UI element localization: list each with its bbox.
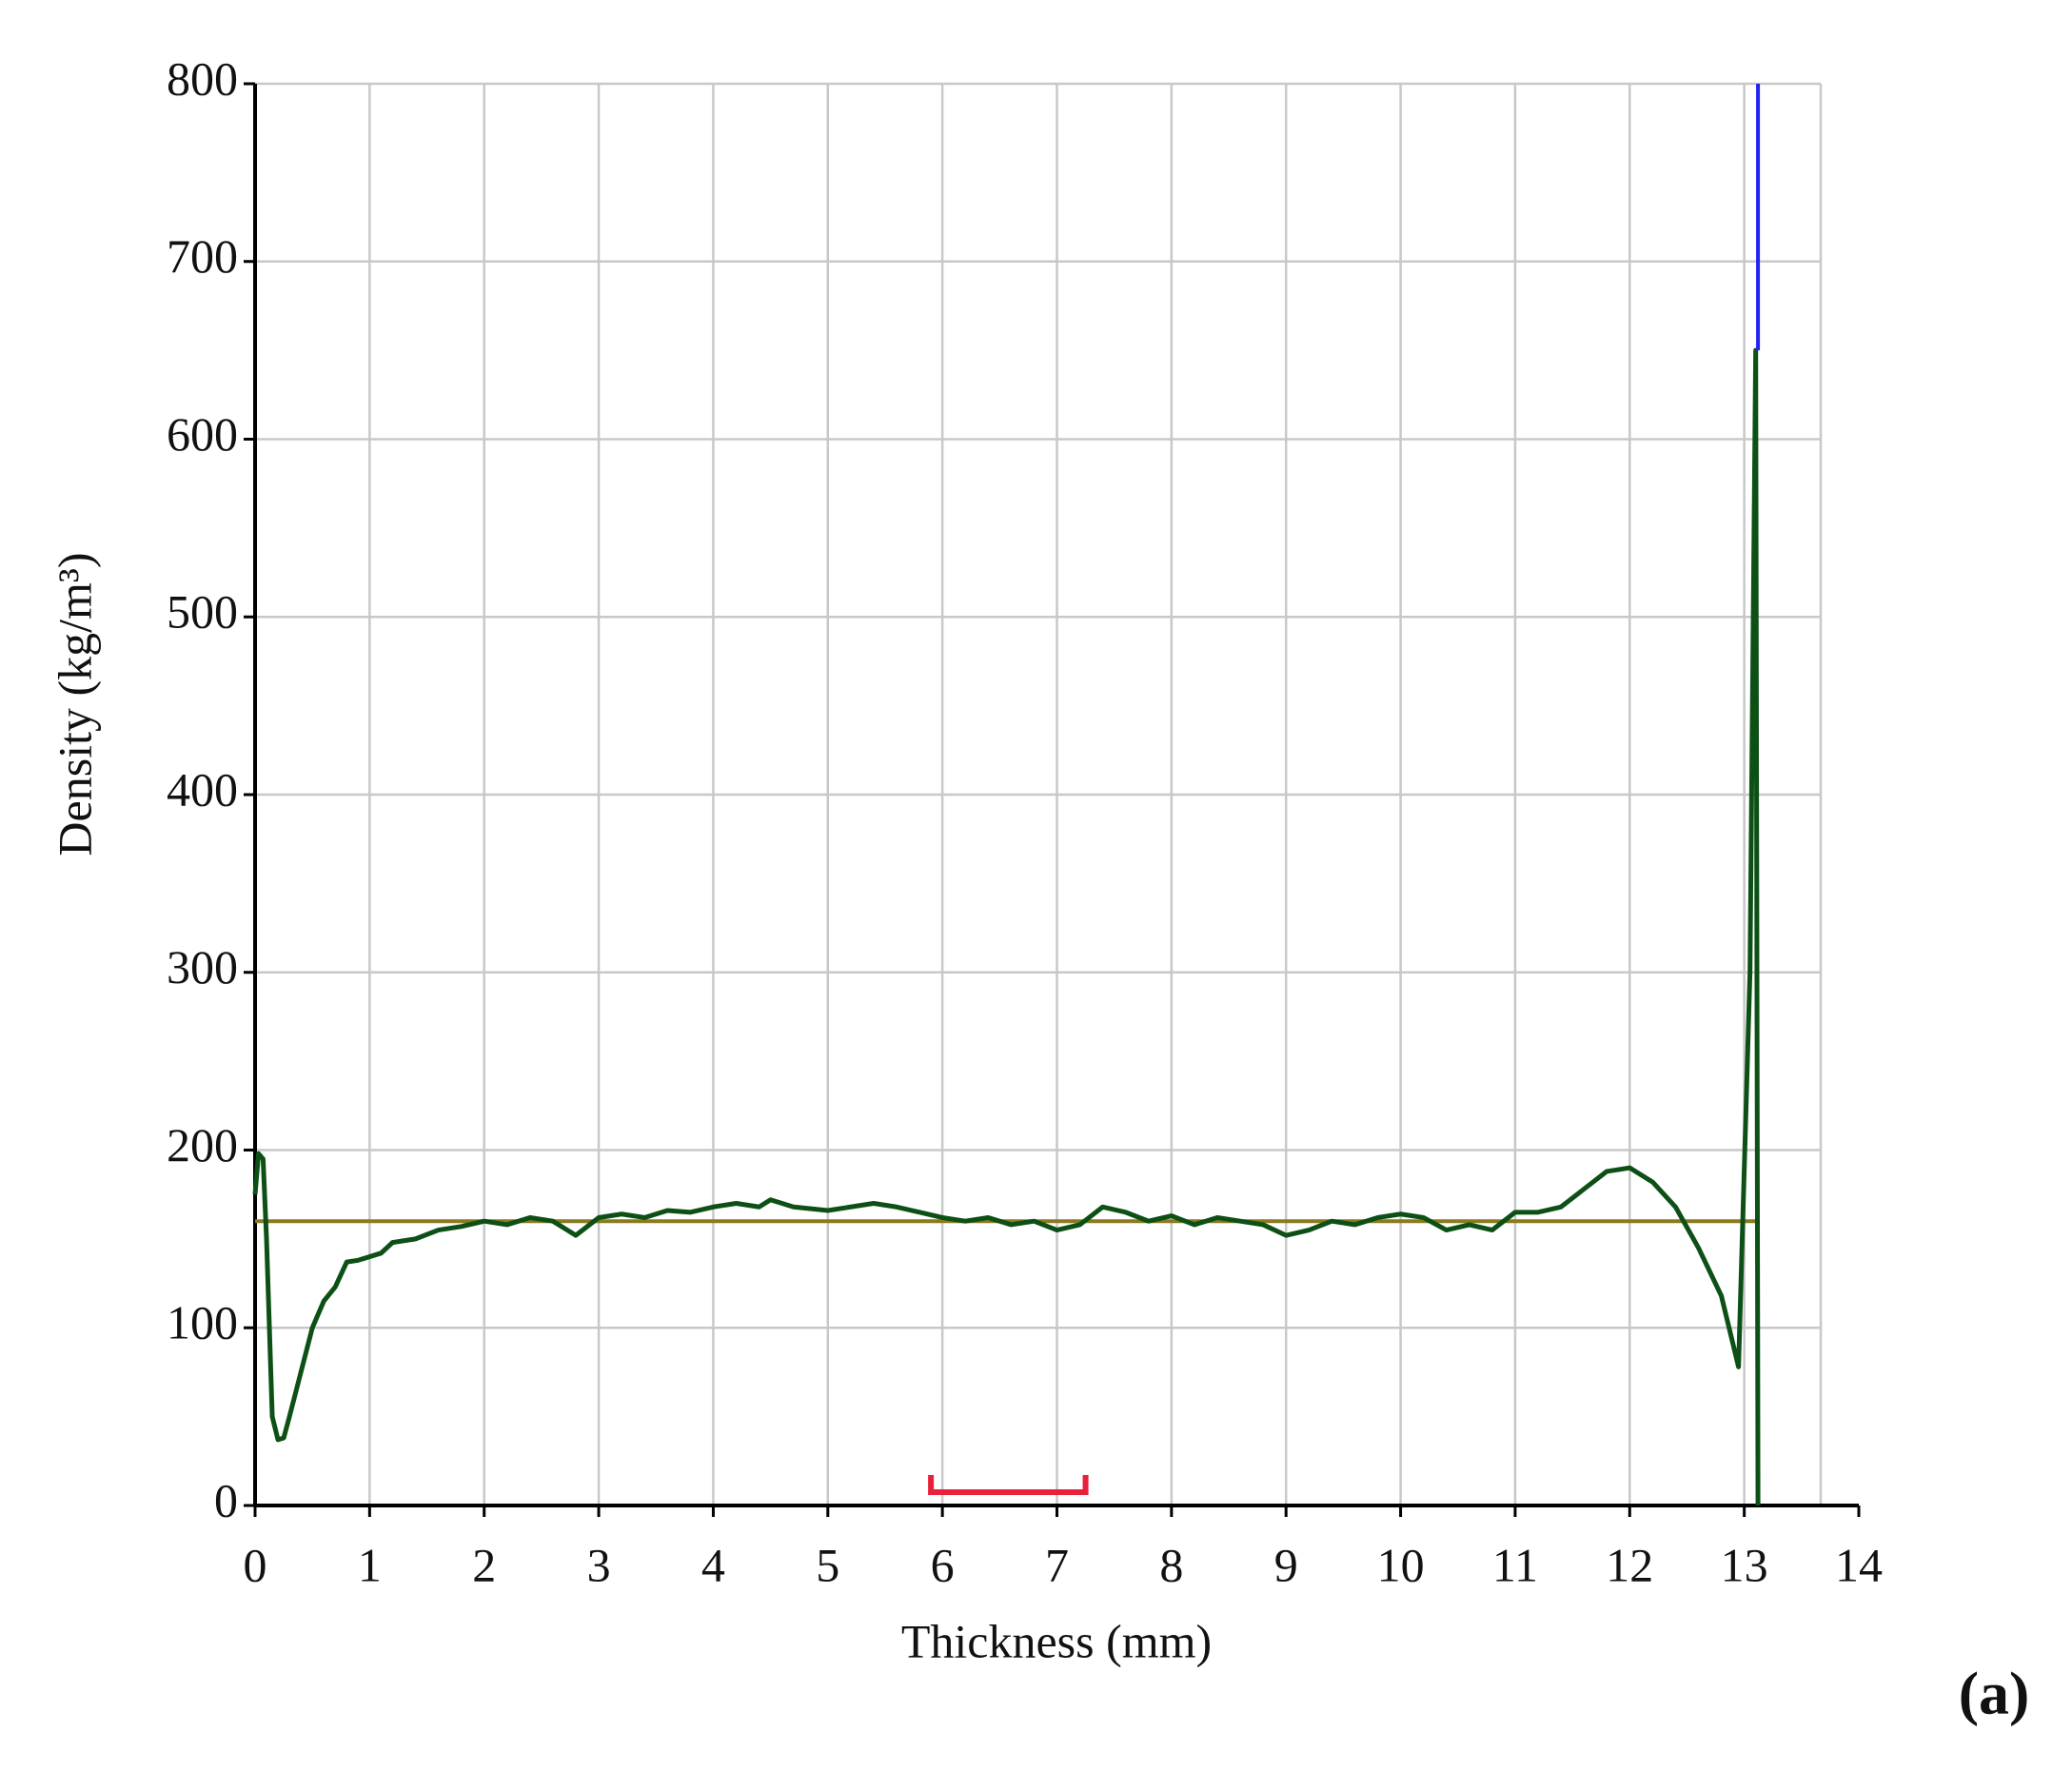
y-axis-label: Density (kg/m³) xyxy=(48,552,101,856)
x-tick-label: 3 xyxy=(587,1538,611,1591)
y-tick-label: 0 xyxy=(214,1473,238,1526)
x-tick-label: 6 xyxy=(931,1538,955,1591)
x-tick-label: 11 xyxy=(1492,1538,1538,1591)
y-tick-label: 300 xyxy=(167,940,238,994)
x-tick-label: 14 xyxy=(1835,1538,1883,1591)
y-tick-label: 400 xyxy=(167,762,238,816)
x-tick-label: 1 xyxy=(358,1538,382,1591)
y-tick-label: 100 xyxy=(167,1296,238,1349)
x-tick-label: 9 xyxy=(1274,1538,1298,1591)
x-tick-label: 4 xyxy=(701,1538,725,1591)
x-tick-label: 10 xyxy=(1377,1538,1425,1591)
y-tick-label: 800 xyxy=(167,51,238,105)
x-tick-label: 2 xyxy=(472,1538,496,1591)
y-tick-label: 600 xyxy=(167,407,238,461)
x-tick-label: 8 xyxy=(1159,1538,1183,1591)
x-tick-label: 0 xyxy=(244,1538,267,1591)
x-axis-label: Thickness (mm) xyxy=(901,1614,1212,1667)
y-tick-label: 500 xyxy=(167,585,238,639)
x-tick-label: 7 xyxy=(1045,1538,1069,1591)
x-tick-label: 13 xyxy=(1721,1538,1768,1591)
bracket xyxy=(928,1475,1089,1495)
y-tick-label: 700 xyxy=(167,229,238,283)
panel-label: (a) xyxy=(1959,1660,2030,1727)
x-tick-label: 5 xyxy=(816,1538,839,1591)
data-line xyxy=(252,347,1761,1506)
x-tick-label: 12 xyxy=(1606,1538,1653,1591)
y-tick-label: 200 xyxy=(167,1118,238,1171)
